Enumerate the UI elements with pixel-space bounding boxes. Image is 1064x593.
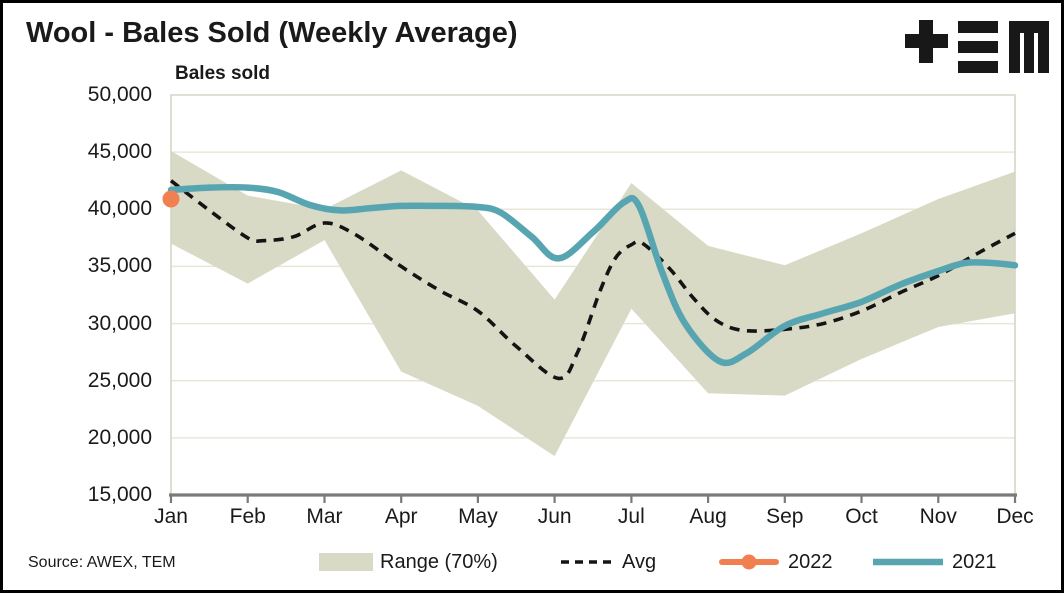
- x-axis-tick-label: Jun: [537, 505, 572, 528]
- legend-label-2022: 2022: [788, 550, 833, 573]
- x-axis-tick-label: Aug: [689, 505, 727, 528]
- range-swatch: [319, 553, 373, 571]
- x-axis-tick-label: Nov: [919, 505, 957, 528]
- legend-label-range: Range (70%): [380, 550, 498, 573]
- y-axis-tick-label: 20,000: [87, 425, 152, 449]
- x-axis-tick-label: Mar: [306, 505, 343, 528]
- source-note: Source: AWEX, TEM: [28, 554, 176, 571]
- logo-m-leg-3: [1038, 21, 1049, 73]
- x-axis-tick-label: Sep: [766, 505, 804, 528]
- x-axis-tick-label: Jul: [617, 505, 645, 528]
- line-chart: [162, 94, 1019, 503]
- legend-label-2021: 2021: [952, 550, 997, 573]
- y-axis-tick-label: 25,000: [87, 368, 152, 392]
- tem-logo: [905, 20, 1049, 73]
- y-axis-tick-label: 35,000: [87, 254, 152, 278]
- plot-border: [170, 94, 1016, 495]
- legend-label-avg: Avg: [622, 550, 657, 573]
- avg-line: [169, 179, 1016, 381]
- x-axis-tick-label: Dec: [996, 505, 1034, 528]
- x-axis-tick-label: Apr: [384, 505, 418, 528]
- legend-item-range: Range (70%): [319, 549, 498, 575]
- y-axis-title: Bales sold: [175, 63, 271, 84]
- x-axis-tick-label: Jan: [154, 505, 188, 528]
- x-axis-tick-label: Oct: [845, 505, 878, 528]
- x-axis-tick-label: May: [458, 505, 498, 528]
- y-axis-tick-label: 50,000: [87, 83, 152, 106]
- line-2021: [167, 183, 1019, 367]
- logo-m-leg-1: [1009, 21, 1020, 73]
- x-axis-tick-label: Feb: [229, 505, 266, 528]
- logo-plus-vertical: [919, 20, 933, 63]
- logo-bar-3: [958, 61, 998, 73]
- avg-swatch: [561, 560, 613, 564]
- legend-item-2021: 2021: [871, 549, 997, 575]
- y-axis-tick-label: 30,000: [87, 311, 152, 335]
- logo-m-leg-2: [1024, 21, 1034, 73]
- y-axis-tick-label: 40,000: [87, 197, 152, 221]
- x-axis-ticks: [169, 496, 1017, 503]
- swatch-2022: [719, 554, 779, 570]
- point-2022: [162, 190, 180, 208]
- swatch-2021: [873, 558, 943, 566]
- y-axis-tick-label: 45,000: [87, 140, 152, 164]
- legend-item-2022: 2022: [717, 549, 833, 575]
- page-title: Wool - Bales Sold (Weekly Average): [26, 17, 518, 49]
- legend-item-avg: Avg: [559, 549, 656, 575]
- range-band: [171, 151, 1015, 457]
- logo-bar-2: [958, 41, 998, 53]
- y-axis-tick-label: 15,000: [87, 483, 152, 506]
- logo-bar-1: [958, 21, 998, 33]
